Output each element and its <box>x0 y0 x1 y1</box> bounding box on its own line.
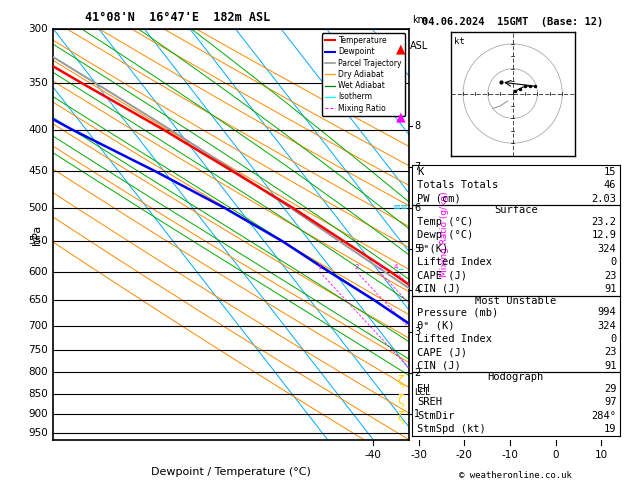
Text: Pressure (mb): Pressure (mb) <box>417 307 498 317</box>
Text: 91: 91 <box>604 284 616 294</box>
Text: 0: 0 <box>610 257 616 267</box>
Text: 23: 23 <box>604 271 616 280</box>
Text: 600: 600 <box>28 267 48 277</box>
Text: -10: -10 <box>501 450 518 460</box>
Text: Lifted Index: Lifted Index <box>417 257 492 267</box>
Text: CIN (J): CIN (J) <box>417 361 461 371</box>
Text: 46: 46 <box>604 180 616 191</box>
Text: Temp (°C): Temp (°C) <box>417 217 473 227</box>
Text: 550: 550 <box>28 236 48 246</box>
Text: EH: EH <box>417 384 430 394</box>
Text: 41°08'N  16°47'E  182m ASL: 41°08'N 16°47'E 182m ASL <box>85 11 270 24</box>
Text: 284°: 284° <box>591 411 616 421</box>
Text: Mixing Ratio (g/kg): Mixing Ratio (g/kg) <box>440 191 449 278</box>
Text: 04.06.2024  15GMT  (Base: 12): 04.06.2024 15GMT (Base: 12) <box>422 17 603 27</box>
Text: 950: 950 <box>28 428 48 437</box>
Text: 7: 7 <box>414 162 420 172</box>
Text: -20: -20 <box>456 450 473 460</box>
Text: hPa: hPa <box>33 225 43 244</box>
Text: ζ: ζ <box>398 412 404 424</box>
Text: Surface: Surface <box>494 206 538 215</box>
Text: Dewpoint / Temperature (°C): Dewpoint / Temperature (°C) <box>151 467 311 477</box>
Text: 23.2: 23.2 <box>591 217 616 227</box>
Text: 6: 6 <box>414 203 420 213</box>
Text: Totals Totals: Totals Totals <box>417 180 498 191</box>
Text: 4: 4 <box>394 264 398 270</box>
Text: 0: 0 <box>610 334 616 344</box>
Text: 750: 750 <box>28 345 48 355</box>
Text: ▲: ▲ <box>396 110 406 123</box>
Text: 400: 400 <box>28 125 48 135</box>
Text: CAPE (J): CAPE (J) <box>417 347 467 357</box>
Text: 2: 2 <box>414 368 420 378</box>
Text: θᵉ (K): θᵉ (K) <box>417 321 455 330</box>
Text: 4: 4 <box>414 285 420 295</box>
Text: 1: 1 <box>414 409 420 419</box>
Text: km: km <box>412 15 427 25</box>
Text: θᵉ(K): θᵉ(K) <box>417 244 448 254</box>
Text: 850: 850 <box>28 389 48 399</box>
Text: © weatheronline.co.uk: © weatheronline.co.uk <box>459 470 572 480</box>
Text: -40: -40 <box>365 450 382 460</box>
Text: 12.9: 12.9 <box>591 230 616 241</box>
Text: ASL: ASL <box>410 41 428 52</box>
Text: 800: 800 <box>28 367 48 378</box>
Text: –: – <box>398 263 404 276</box>
Text: 900: 900 <box>28 409 48 418</box>
Text: ζ: ζ <box>398 395 404 407</box>
Text: LCL: LCL <box>414 388 430 397</box>
Text: 994: 994 <box>598 307 616 317</box>
Text: 97: 97 <box>604 398 616 407</box>
Text: 324: 324 <box>598 321 616 330</box>
Text: 5: 5 <box>414 244 420 254</box>
Text: 0: 0 <box>552 450 559 460</box>
Text: 450: 450 <box>28 166 48 176</box>
Text: Dewp (°C): Dewp (°C) <box>417 230 473 241</box>
Text: ζ: ζ <box>398 375 404 388</box>
Text: 1: 1 <box>318 264 322 270</box>
Text: 3: 3 <box>414 327 420 337</box>
Text: Lifted Index: Lifted Index <box>417 334 492 344</box>
Legend: Temperature, Dewpoint, Parcel Trajectory, Dry Adiabat, Wet Adiabat, Isotherm, Mi: Temperature, Dewpoint, Parcel Trajectory… <box>321 33 405 116</box>
Text: 15: 15 <box>604 167 616 177</box>
Text: kt: kt <box>454 36 465 46</box>
Text: 350: 350 <box>28 78 48 88</box>
Text: -30: -30 <box>411 450 427 460</box>
Text: 29: 29 <box>604 384 616 394</box>
Text: 2: 2 <box>354 264 359 270</box>
Text: K: K <box>417 167 423 177</box>
Text: 650: 650 <box>28 295 48 305</box>
Text: 300: 300 <box>28 24 48 34</box>
Text: 500: 500 <box>28 203 48 213</box>
Text: CAPE (J): CAPE (J) <box>417 271 467 280</box>
Text: 23: 23 <box>604 347 616 357</box>
Text: 324: 324 <box>598 244 616 254</box>
Text: StmSpd (kt): StmSpd (kt) <box>417 424 486 434</box>
Text: StmDir: StmDir <box>417 411 455 421</box>
Text: Hodograph: Hodograph <box>487 372 544 382</box>
Text: CIN (J): CIN (J) <box>417 284 461 294</box>
Text: ≡≡: ≡≡ <box>392 202 409 211</box>
Text: PW (cm): PW (cm) <box>417 193 461 204</box>
Text: SREH: SREH <box>417 398 442 407</box>
Text: 19: 19 <box>604 424 616 434</box>
Text: 91: 91 <box>604 361 616 371</box>
Text: ▲: ▲ <box>396 42 406 55</box>
Text: 3: 3 <box>377 264 382 270</box>
Text: 8: 8 <box>414 121 420 131</box>
Text: 2.03: 2.03 <box>591 193 616 204</box>
Text: Most Unstable: Most Unstable <box>475 295 557 306</box>
Text: 700: 700 <box>28 321 48 330</box>
Text: 10: 10 <box>594 450 608 460</box>
